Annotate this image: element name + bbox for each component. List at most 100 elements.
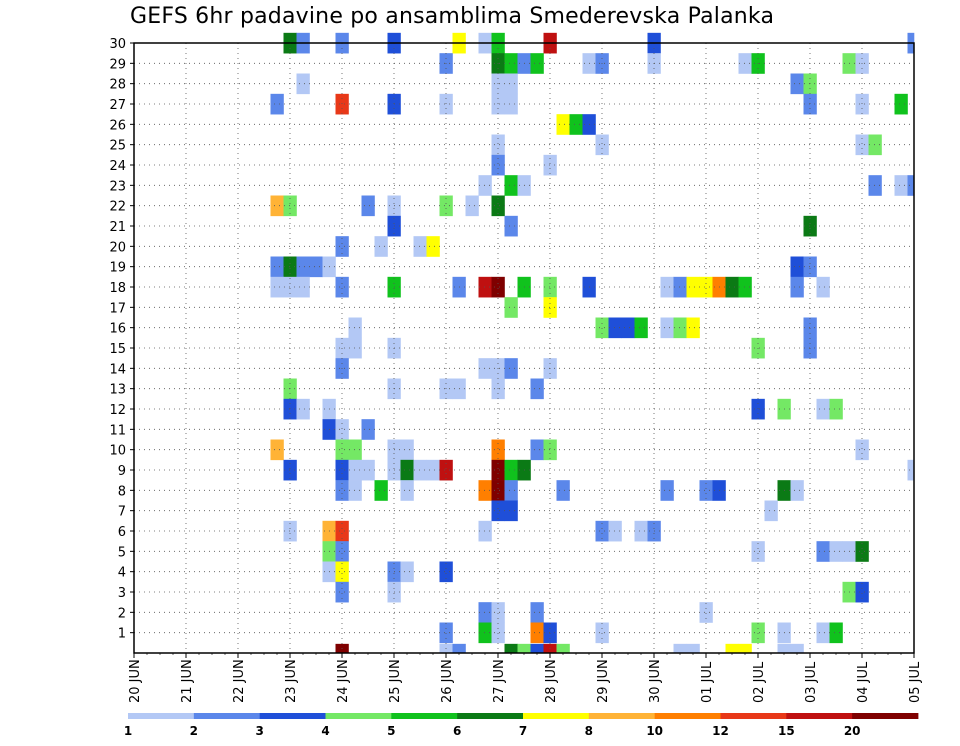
y-tick-label: 26 bbox=[109, 118, 126, 133]
heatmap-cell bbox=[283, 459, 297, 481]
heatmap-cell bbox=[504, 500, 518, 522]
heatmap-cell bbox=[595, 622, 609, 644]
heatmap-cell bbox=[530, 643, 544, 654]
heatmap-cell bbox=[686, 276, 700, 298]
colorbar-label: 4 bbox=[321, 724, 329, 738]
heatmap-cell bbox=[504, 215, 518, 237]
y-tick-label: 27 bbox=[109, 98, 126, 113]
colorbar-swatch bbox=[588, 713, 656, 719]
heatmap-cell bbox=[491, 602, 505, 623]
heatmap-cell bbox=[686, 643, 700, 654]
heatmap-cell bbox=[738, 276, 752, 298]
heatmap-cell bbox=[270, 276, 284, 298]
heatmap-cell bbox=[595, 317, 609, 339]
heatmap-cell bbox=[270, 256, 284, 278]
heatmap-cell bbox=[530, 53, 544, 74]
heatmap-cell bbox=[543, 439, 557, 461]
chart-title: GEFS 6hr padavine po ansamblima Smederev… bbox=[130, 4, 775, 29]
heatmap-cell bbox=[348, 317, 362, 339]
colorbar-swatch bbox=[259, 713, 326, 719]
heatmap-cell bbox=[504, 358, 518, 379]
heatmap-cell bbox=[543, 622, 557, 644]
heatmap-cell bbox=[309, 256, 323, 278]
x-tick-label: 23 JUN bbox=[284, 659, 299, 703]
y-tick-label: 6 bbox=[118, 525, 126, 540]
heatmap-cell bbox=[348, 439, 362, 461]
heatmap-cell bbox=[335, 480, 349, 501]
heatmap-cell bbox=[530, 378, 544, 400]
heatmap-cell bbox=[595, 520, 609, 542]
heatmap-cell bbox=[660, 317, 674, 339]
heatmap-cell bbox=[283, 256, 297, 278]
y-tick-label: 8 bbox=[118, 484, 126, 499]
heatmap-cell bbox=[335, 439, 349, 461]
y-tick-label: 2 bbox=[118, 606, 126, 621]
heatmap-cell bbox=[296, 276, 310, 298]
heatmap-cell bbox=[478, 622, 492, 644]
heatmap-cell bbox=[361, 419, 375, 440]
heatmap-cell bbox=[491, 439, 505, 461]
heatmap-cell bbox=[296, 256, 310, 278]
heatmap-cell bbox=[907, 175, 915, 196]
y-tick-label: 7 bbox=[118, 505, 126, 520]
y-tick-label: 23 bbox=[109, 179, 126, 194]
heatmap-cell bbox=[855, 541, 869, 562]
heatmap-cell bbox=[504, 643, 518, 654]
heatmap-cell bbox=[673, 276, 687, 298]
heatmap-cell bbox=[491, 195, 505, 217]
x-tick-label: 01 JUL bbox=[700, 661, 715, 703]
heatmap-cell bbox=[374, 480, 388, 501]
heatmap-cell bbox=[335, 541, 349, 562]
x-axis: 20 JUN 21 JUN 22 JUN 23 JUN 24 JUN 25 JUN 26 J… bbox=[128, 653, 923, 703]
y-tick-label: 12 bbox=[109, 403, 126, 418]
heatmap-cell bbox=[413, 459, 427, 481]
colorbar-swatch bbox=[457, 713, 524, 719]
heatmap-cell bbox=[439, 561, 453, 583]
heatmap-cell bbox=[790, 73, 804, 95]
heatmap-cell bbox=[270, 93, 284, 115]
y-tick-label: 20 bbox=[109, 240, 126, 255]
heatmap-cell bbox=[751, 622, 765, 644]
heatmap-cell bbox=[283, 398, 297, 420]
heatmap-cell bbox=[374, 236, 388, 257]
colorbar-swatch bbox=[720, 713, 787, 719]
y-tick-label: 24 bbox=[109, 159, 126, 174]
x-tick-label: 24 JUN bbox=[336, 659, 351, 703]
heatmap-cell bbox=[335, 236, 349, 257]
y-tick-label: 30 bbox=[109, 37, 126, 52]
heatmap-cell bbox=[855, 439, 869, 461]
y-tick-label: 15 bbox=[109, 342, 126, 357]
heatmap-cell bbox=[348, 337, 362, 359]
heatmap-cell bbox=[894, 175, 908, 196]
heatmap-cell bbox=[491, 134, 505, 156]
heatmap-cell bbox=[491, 622, 505, 644]
heatmap-cell bbox=[335, 581, 349, 603]
heatmap-cell bbox=[439, 195, 453, 217]
colorbar-label: 2 bbox=[190, 724, 198, 738]
colorbar-label: 1 bbox=[124, 724, 132, 738]
heatmap-cell bbox=[816, 276, 830, 298]
x-tick-label: 27 JUN bbox=[492, 659, 507, 703]
colorbar-swatch bbox=[391, 713, 458, 719]
y-axis: 1234567891011121314151617181920212223242… bbox=[109, 37, 134, 642]
heatmap-cell bbox=[478, 520, 492, 542]
y-tick-label: 14 bbox=[109, 362, 126, 377]
heatmap-cell bbox=[751, 398, 765, 420]
y-tick-label: 11 bbox=[109, 423, 126, 438]
heatmap-cell bbox=[556, 114, 570, 135]
x-tick-label: 30 JUN bbox=[648, 659, 663, 703]
heatmap-cell bbox=[803, 317, 817, 339]
heatmap-cell bbox=[478, 602, 492, 623]
heatmap-cell bbox=[738, 53, 752, 74]
heatmap-cell bbox=[868, 175, 882, 196]
y-tick-label: 3 bbox=[118, 586, 126, 601]
heatmap-cell bbox=[491, 480, 505, 501]
colorbar-swatch bbox=[325, 713, 392, 719]
heatmap-cell bbox=[803, 215, 817, 237]
heatmap-cell bbox=[413, 236, 427, 257]
heatmap-cell bbox=[907, 459, 915, 481]
heatmap-cell bbox=[790, 276, 804, 298]
heatmap-cell bbox=[764, 500, 778, 522]
x-tick-label: 29 JUN bbox=[596, 659, 611, 703]
